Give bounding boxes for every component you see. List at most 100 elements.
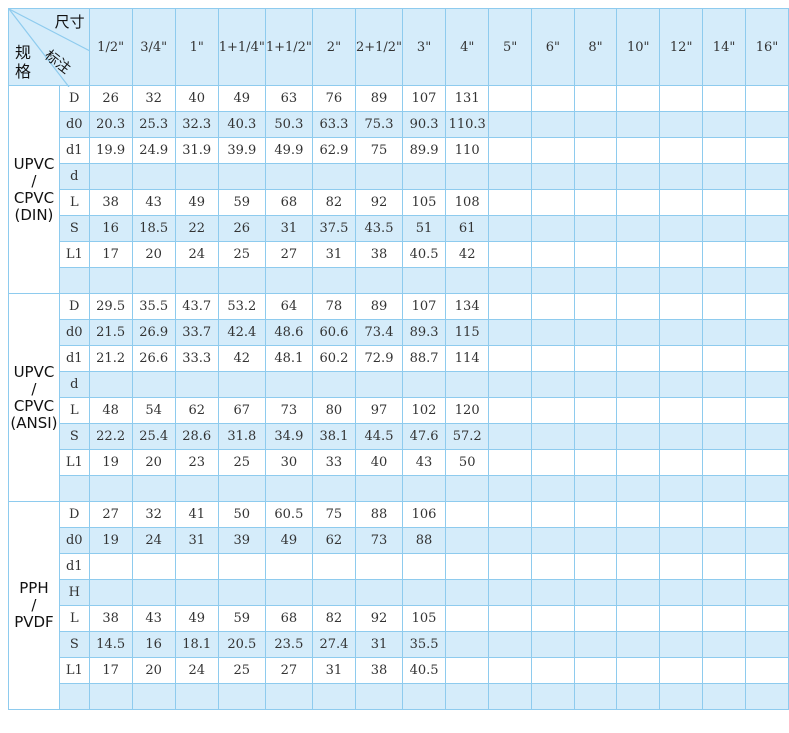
value-cell: 51 bbox=[402, 215, 447, 242]
value-cell: 35.5 bbox=[402, 631, 447, 658]
value-cell bbox=[573, 553, 618, 580]
param-label: S bbox=[58, 423, 90, 450]
value-cell: 38 bbox=[88, 189, 133, 216]
value-cell bbox=[702, 423, 747, 450]
size-header: 6" bbox=[531, 8, 575, 86]
value-cell: 73 bbox=[354, 527, 404, 554]
value-cell bbox=[531, 111, 575, 138]
value-cell bbox=[616, 683, 661, 710]
material-group-label: UPVC / CPVC (ANSI) bbox=[8, 293, 60, 502]
table-row: d0 21.5 26.9 33.7 42.4 48.6 60.6 73.4 89.3 115 bbox=[9, 319, 789, 346]
value-cell bbox=[659, 241, 704, 268]
value-cell bbox=[616, 137, 661, 164]
value-cell bbox=[659, 111, 704, 138]
size-header: 1" bbox=[174, 8, 219, 86]
value-cell bbox=[702, 397, 747, 424]
value-cell bbox=[531, 345, 575, 372]
value-cell bbox=[488, 423, 532, 450]
value-cell bbox=[488, 241, 532, 268]
value-cell bbox=[174, 371, 219, 398]
diagonal-lines bbox=[9, 9, 90, 87]
value-cell bbox=[573, 449, 618, 476]
value-cell bbox=[616, 345, 661, 372]
value-cell bbox=[174, 163, 219, 190]
value-cell bbox=[659, 657, 704, 684]
value-cell bbox=[702, 683, 747, 710]
value-cell: 17 bbox=[88, 657, 133, 684]
value-cell bbox=[531, 657, 575, 684]
value-cell: 49 bbox=[174, 189, 219, 216]
value-cell: 17 bbox=[88, 241, 133, 268]
value-cell: 48.1 bbox=[264, 345, 313, 372]
value-cell: 31 bbox=[264, 215, 313, 242]
value-cell: 30 bbox=[264, 449, 313, 476]
value-cell: 110 bbox=[445, 137, 490, 164]
value-cell bbox=[402, 579, 447, 606]
value-cell bbox=[131, 579, 176, 606]
value-cell bbox=[264, 579, 313, 606]
value-cell bbox=[131, 267, 176, 294]
value-cell bbox=[702, 137, 747, 164]
value-cell bbox=[531, 553, 575, 580]
value-cell bbox=[531, 579, 575, 606]
value-cell bbox=[702, 345, 747, 372]
value-cell bbox=[531, 85, 575, 112]
value-cell: 37.5 bbox=[311, 215, 356, 242]
value-cell: 88.7 bbox=[402, 345, 447, 372]
value-cell: 120 bbox=[445, 397, 490, 424]
value-cell bbox=[217, 553, 266, 580]
value-cell bbox=[311, 371, 356, 398]
param-label: d1 bbox=[58, 345, 90, 372]
value-cell: 90.3 bbox=[402, 111, 447, 138]
value-cell bbox=[573, 189, 618, 216]
value-cell: 102 bbox=[402, 397, 447, 424]
value-cell: 68 bbox=[264, 605, 313, 632]
value-cell: 27.4 bbox=[311, 631, 356, 658]
value-cell bbox=[616, 371, 661, 398]
value-cell bbox=[488, 111, 532, 138]
value-cell bbox=[745, 267, 789, 294]
value-cell bbox=[616, 501, 661, 528]
value-cell bbox=[354, 267, 404, 294]
value-cell bbox=[659, 397, 704, 424]
value-cell bbox=[311, 553, 356, 580]
value-cell bbox=[616, 553, 661, 580]
value-cell bbox=[573, 475, 618, 502]
table-row: S 14.5 16 18.1 20.5 23.5 27.4 31 35.5 bbox=[9, 631, 789, 658]
value-cell: 49 bbox=[174, 605, 219, 632]
value-cell bbox=[702, 241, 747, 268]
value-cell bbox=[445, 657, 490, 684]
value-cell bbox=[264, 267, 313, 294]
size-header: 3" bbox=[402, 8, 447, 86]
value-cell bbox=[445, 605, 490, 632]
value-cell: 27 bbox=[264, 657, 313, 684]
value-cell bbox=[616, 605, 661, 632]
size-header: 8" bbox=[573, 8, 618, 86]
param-label: L1 bbox=[58, 449, 90, 476]
value-cell bbox=[488, 215, 532, 242]
value-cell bbox=[745, 137, 789, 164]
table-row: d bbox=[9, 371, 789, 398]
value-cell bbox=[573, 527, 618, 554]
value-cell bbox=[616, 631, 661, 658]
value-cell bbox=[616, 293, 661, 320]
value-cell bbox=[616, 215, 661, 242]
param-label: L bbox=[58, 189, 90, 216]
param-label: L bbox=[58, 605, 90, 632]
value-cell: 115 bbox=[445, 319, 490, 346]
value-cell bbox=[488, 527, 532, 554]
value-cell bbox=[659, 449, 704, 476]
value-cell bbox=[702, 163, 747, 190]
value-cell: 24 bbox=[131, 527, 176, 554]
value-cell bbox=[745, 683, 789, 710]
value-cell: 31 bbox=[311, 657, 356, 684]
value-cell: 75 bbox=[354, 137, 404, 164]
value-cell bbox=[131, 683, 176, 710]
material-group-label: PPH / PVDF bbox=[8, 501, 60, 710]
value-cell: 50.3 bbox=[264, 111, 313, 138]
value-cell: 62 bbox=[174, 397, 219, 424]
value-cell: 20.5 bbox=[217, 631, 266, 658]
value-cell: 105 bbox=[402, 189, 447, 216]
table-row: d0 20.3 25.3 32.3 40.3 50.3 63.3 75.3 90.3 110.3 bbox=[9, 111, 789, 138]
size-header: 1/2" bbox=[88, 8, 133, 86]
